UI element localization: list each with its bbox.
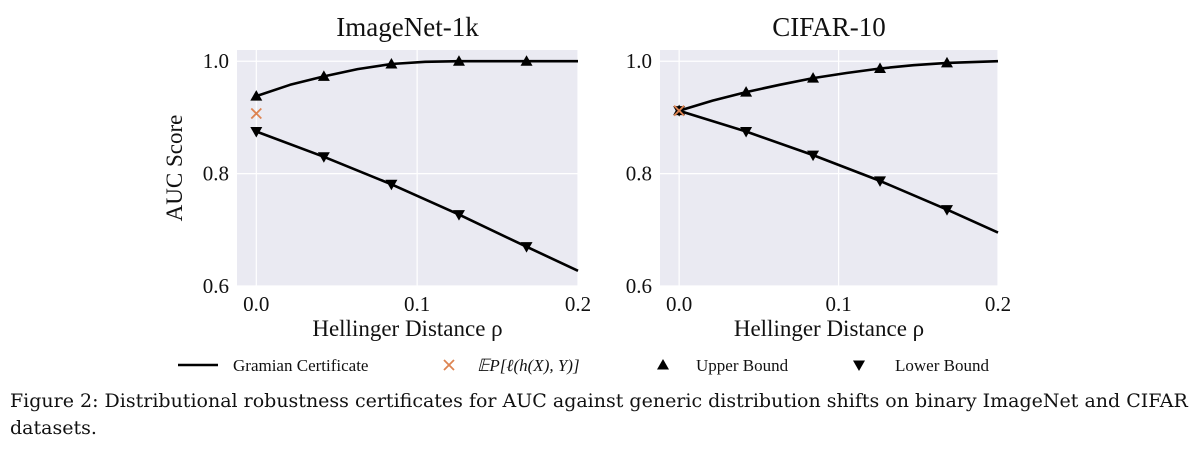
x-axis-label: Hellinger Distance ρ (312, 316, 502, 341)
y-tick-label: 0.6 (203, 274, 229, 298)
upper-bound-marker (520, 55, 533, 66)
legend-up-triangle-swatch (657, 359, 669, 370)
figure: 0.0 0.1 0.2 0.6 0.8 1.0 ImageNet-1k Hellinger D… (162, 12, 1011, 375)
plot-background (660, 50, 998, 286)
lower-bound-marker (940, 205, 953, 216)
y-axis-label: AUC Score (162, 115, 187, 222)
legend-label: Gramian Certificate (233, 356, 368, 375)
chart-panel-2: 0.0 0.1 0.2 0.6 0.8 1.0 CIFAR-10 Hellinger Dist… (626, 12, 1011, 341)
upper-bound-line (255, 59, 578, 98)
legend-label: 𝔼P[ℓ(h(X), Y)] (477, 356, 580, 375)
legend-cross-swatch (443, 359, 455, 371)
lower-bound-marker (874, 176, 887, 187)
legend-item-cross: 𝔼P[ℓ(h(X), Y)] (443, 356, 580, 375)
upper-bound-marker (250, 90, 263, 101)
x-tick-label: 0.1 (404, 292, 430, 316)
x-tick-label: 0.2 (565, 292, 591, 316)
x-axis-label: Hellinger Distance ρ (734, 316, 924, 341)
chart-title: CIFAR-10 (772, 12, 886, 42)
x-tick-label: 0.0 (666, 292, 692, 316)
legend-item-line: Gramian Certificate (178, 356, 368, 375)
legend-item-down: Lower Bound (853, 356, 989, 375)
y-tick-label: 1.0 (626, 49, 652, 73)
upper-bound-marker (452, 55, 465, 66)
lower-bound-line (255, 130, 579, 272)
chart-title: ImageNet-1k (336, 12, 479, 42)
plot-background (237, 50, 578, 286)
lower-bound-marker (250, 126, 263, 138)
lower-bound-line (678, 109, 999, 234)
lower-bound-marker (317, 152, 330, 163)
legend-item-up: Upper Bound (657, 356, 789, 375)
lower-bound-marker (807, 150, 820, 162)
upper-bound-marker (385, 58, 398, 69)
legend: Gramian Certificate 𝔼P[ℓ(h(X), Y)] Upper B… (178, 356, 989, 375)
upper-bound-line (678, 59, 999, 112)
y-tick-label: 0.8 (203, 162, 229, 186)
legend-label: Lower Bound (895, 356, 989, 375)
x-tick-label: 0.2 (985, 292, 1011, 316)
upper-bound-marker (740, 86, 753, 97)
y-tick-label: 0.8 (626, 162, 652, 186)
expected-loss-marker (673, 105, 685, 117)
x-tick-label: 0.1 (825, 292, 851, 316)
y-tick-label: 1.0 (203, 49, 229, 73)
lower-bound-marker (385, 179, 398, 191)
figure-caption: Figure 2: Distributional robustness cert… (10, 390, 1188, 439)
legend-down-triangle-swatch (853, 360, 865, 371)
x-tick-label: 0.0 (243, 292, 269, 316)
y-tick-label: 0.6 (626, 274, 652, 298)
lower-bound-marker (740, 126, 753, 138)
expected-loss-marker (250, 107, 262, 120)
lower-bound-marker (520, 242, 533, 253)
lower-bound-marker (452, 210, 465, 221)
legend-label: Upper Bound (696, 356, 789, 375)
upper-bound-marker (807, 72, 820, 83)
upper-bound-marker (317, 70, 330, 81)
chart-panel-1: 0.0 0.1 0.2 0.6 0.8 1.0 ImageNet-1k Hellinger D… (162, 12, 591, 341)
upper-bound-marker (940, 56, 953, 68)
upper-bound-marker (874, 62, 887, 74)
